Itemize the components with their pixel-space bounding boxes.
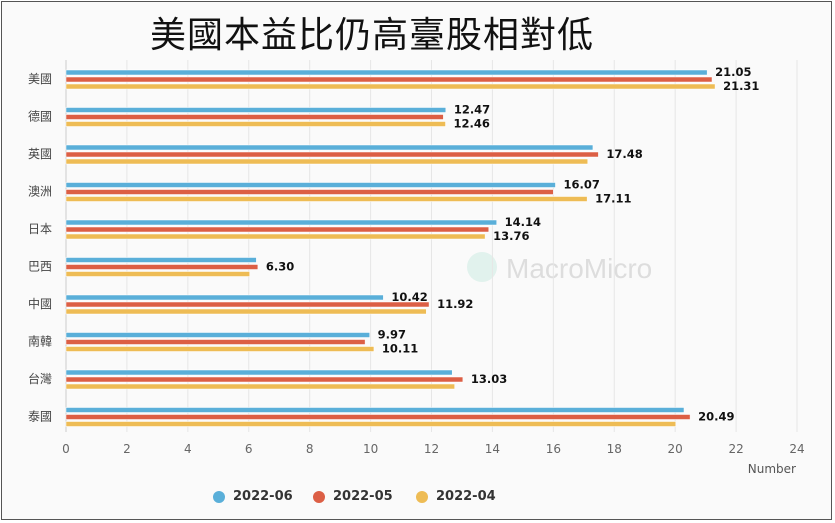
bar-2022-05 [65,301,430,308]
chart-title: 美國本益比仍高臺股相對低 [150,15,595,56]
bar-2022-05 [65,339,366,345]
legend-marker-icon [416,490,428,503]
x-axis-label: Number [748,462,796,476]
bar-2022-04 [65,121,446,127]
bar-2022-05 [65,376,464,383]
bar-2022-06 [65,219,497,226]
x-tick-label: 10 [363,442,378,456]
data-label: 20.49 [698,410,734,424]
data-label: 17.48 [606,147,642,161]
watermark: MacroMicro [506,253,652,284]
watermark-logo-icon [467,252,497,282]
bar-2022-06 [65,107,447,113]
data-label: 16.07 [563,178,599,192]
bar-2022-05 [65,189,554,195]
bar-2022-05 [65,226,490,233]
data-label: 17.11 [595,192,631,206]
legend-item-2022-04[interactable]: 2022-04 [416,489,496,504]
legend-label: 2022-05 [333,489,393,504]
legend-marker-icon [213,490,225,503]
legend-label: 2022-04 [436,489,496,504]
bar-2022-06 [65,332,370,338]
data-label: 10.42 [391,290,427,304]
y-category-label: 巴西 [28,260,52,274]
bar-2022-06 [65,294,384,301]
y-category-label: 德國 [28,109,52,124]
y-category-label: 南韓 [28,334,52,349]
x-tick-label: 22 [728,442,743,456]
y-category-label: 台灣 [28,371,52,386]
data-label: 13.76 [493,229,529,243]
bar-2022-05 [65,76,713,83]
data-label: 21.05 [715,65,751,79]
data-label: 12.47 [454,103,490,117]
bar-2022-04 [65,346,375,352]
data-label: 11.92 [437,297,473,311]
x-tick-label: 8 [306,442,314,456]
legend-marker-icon [313,490,325,503]
x-tick-label: 24 [789,442,804,456]
bar-2022-04 [65,383,455,390]
data-label: 10.11 [382,342,418,356]
x-tick-label: 6 [245,442,253,456]
y-category-label: 澳洲 [28,185,52,199]
bar-2022-06 [65,144,594,151]
legend-item-2022-06[interactable]: 2022-06 [213,489,293,504]
x-tick-label: 0 [62,442,70,456]
x-tick-label: 12 [424,442,439,456]
bar-2022-04 [65,233,486,240]
bar-2022-04 [65,83,716,90]
bar-2022-06 [65,69,708,76]
x-tick-label: 2 [123,442,131,456]
bar-2022-06 [65,257,257,263]
x-tick-label: 18 [607,442,622,456]
legend-item-2022-05[interactable]: 2022-05 [313,489,393,504]
x-tick-label: 20 [668,442,683,456]
bar-2022-06 [65,369,453,376]
data-label: 14.14 [505,215,541,229]
y-category-label: 日本 [28,222,52,236]
legend-label: 2022-06 [233,489,293,504]
bar-2022-04 [65,196,588,202]
bar-2022-04 [65,308,427,315]
x-tick-label: 16 [546,442,561,456]
bar-2022-05 [65,264,259,270]
y-category-label: 美國 [28,72,52,86]
data-label: 21.31 [723,79,759,93]
bar-2022-05 [65,151,599,158]
x-tick-label: 14 [485,442,500,456]
bar-2022-05 [65,114,444,120]
y-category-label: 泰國 [28,410,52,424]
bar-2022-06 [65,407,685,413]
y-category-label: 英國 [28,147,52,161]
data-label: 6.30 [266,260,294,274]
bar-2022-04 [65,158,589,165]
y-category-label: 中國 [28,296,52,311]
data-label: 12.46 [454,117,490,131]
data-label: 13.03 [471,372,507,386]
bar-2022-06 [65,182,556,188]
data-label: 9.97 [378,328,406,342]
x-tick-label: 4 [184,442,192,456]
bar-2022-04 [65,421,677,427]
bar-2022-05 [65,414,691,420]
bar-2022-04 [65,271,250,277]
